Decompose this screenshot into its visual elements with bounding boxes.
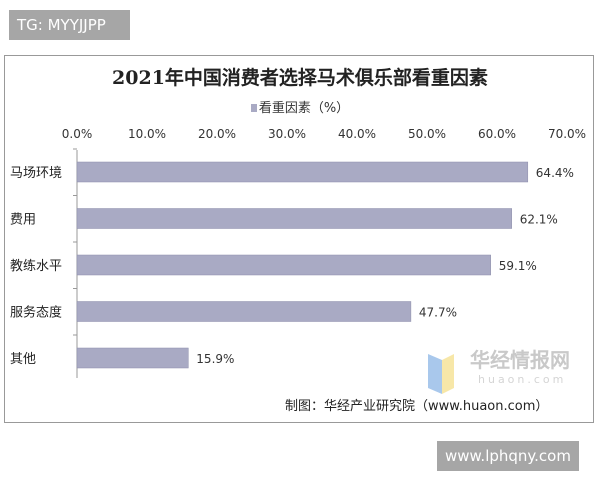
watermark-top: TG: MYYJJPP bbox=[9, 10, 130, 40]
x-tick-label: 40.0% bbox=[338, 127, 376, 141]
x-tick-label: 10.0% bbox=[128, 127, 166, 141]
bar bbox=[76, 347, 189, 369]
legend: 看重因素（%） bbox=[0, 101, 600, 117]
legend-swatch bbox=[250, 104, 257, 112]
category-label: 费用 bbox=[10, 213, 36, 228]
x-tick-label: 0.0% bbox=[62, 127, 93, 141]
bar bbox=[76, 161, 529, 183]
bar bbox=[76, 254, 491, 276]
category-label: 教练水平 bbox=[10, 258, 62, 274]
bar bbox=[76, 301, 412, 322]
bar bbox=[76, 208, 512, 229]
x-tick-label: 20.0% bbox=[198, 127, 236, 141]
data-label: 15.9% bbox=[196, 352, 234, 366]
category-label: 马场环境 bbox=[10, 166, 62, 181]
data-label: 64.4% bbox=[536, 166, 574, 180]
data-label: 62.1% bbox=[520, 213, 558, 227]
category-label: 其他 bbox=[10, 352, 36, 367]
data-label: 59.1% bbox=[499, 259, 537, 273]
x-tick-label: 60.0% bbox=[478, 127, 516, 141]
x-tick-label: 30.0% bbox=[268, 127, 306, 141]
huaon-logo-icon bbox=[428, 354, 454, 394]
chart-title: 2021年中国消费者选择马术俱乐部看重因素 bbox=[112, 67, 488, 89]
data-label: 47.7% bbox=[419, 306, 457, 320]
watermark-bottom: www.lphqny.com bbox=[437, 441, 579, 471]
category-label: 服务态度 bbox=[10, 305, 62, 321]
logo-subtext: huaon.com bbox=[478, 373, 567, 386]
source-note: 制图：华经产业研究院（www.huaon.com） bbox=[285, 399, 549, 414]
chart-frame bbox=[4, 55, 594, 423]
logo-text: 华经情报网 bbox=[470, 348, 570, 372]
x-tick-label: 50.0% bbox=[408, 127, 446, 141]
legend-label: 看重因素（%） bbox=[258, 101, 350, 116]
x-tick-label: 70.0% bbox=[548, 127, 586, 141]
